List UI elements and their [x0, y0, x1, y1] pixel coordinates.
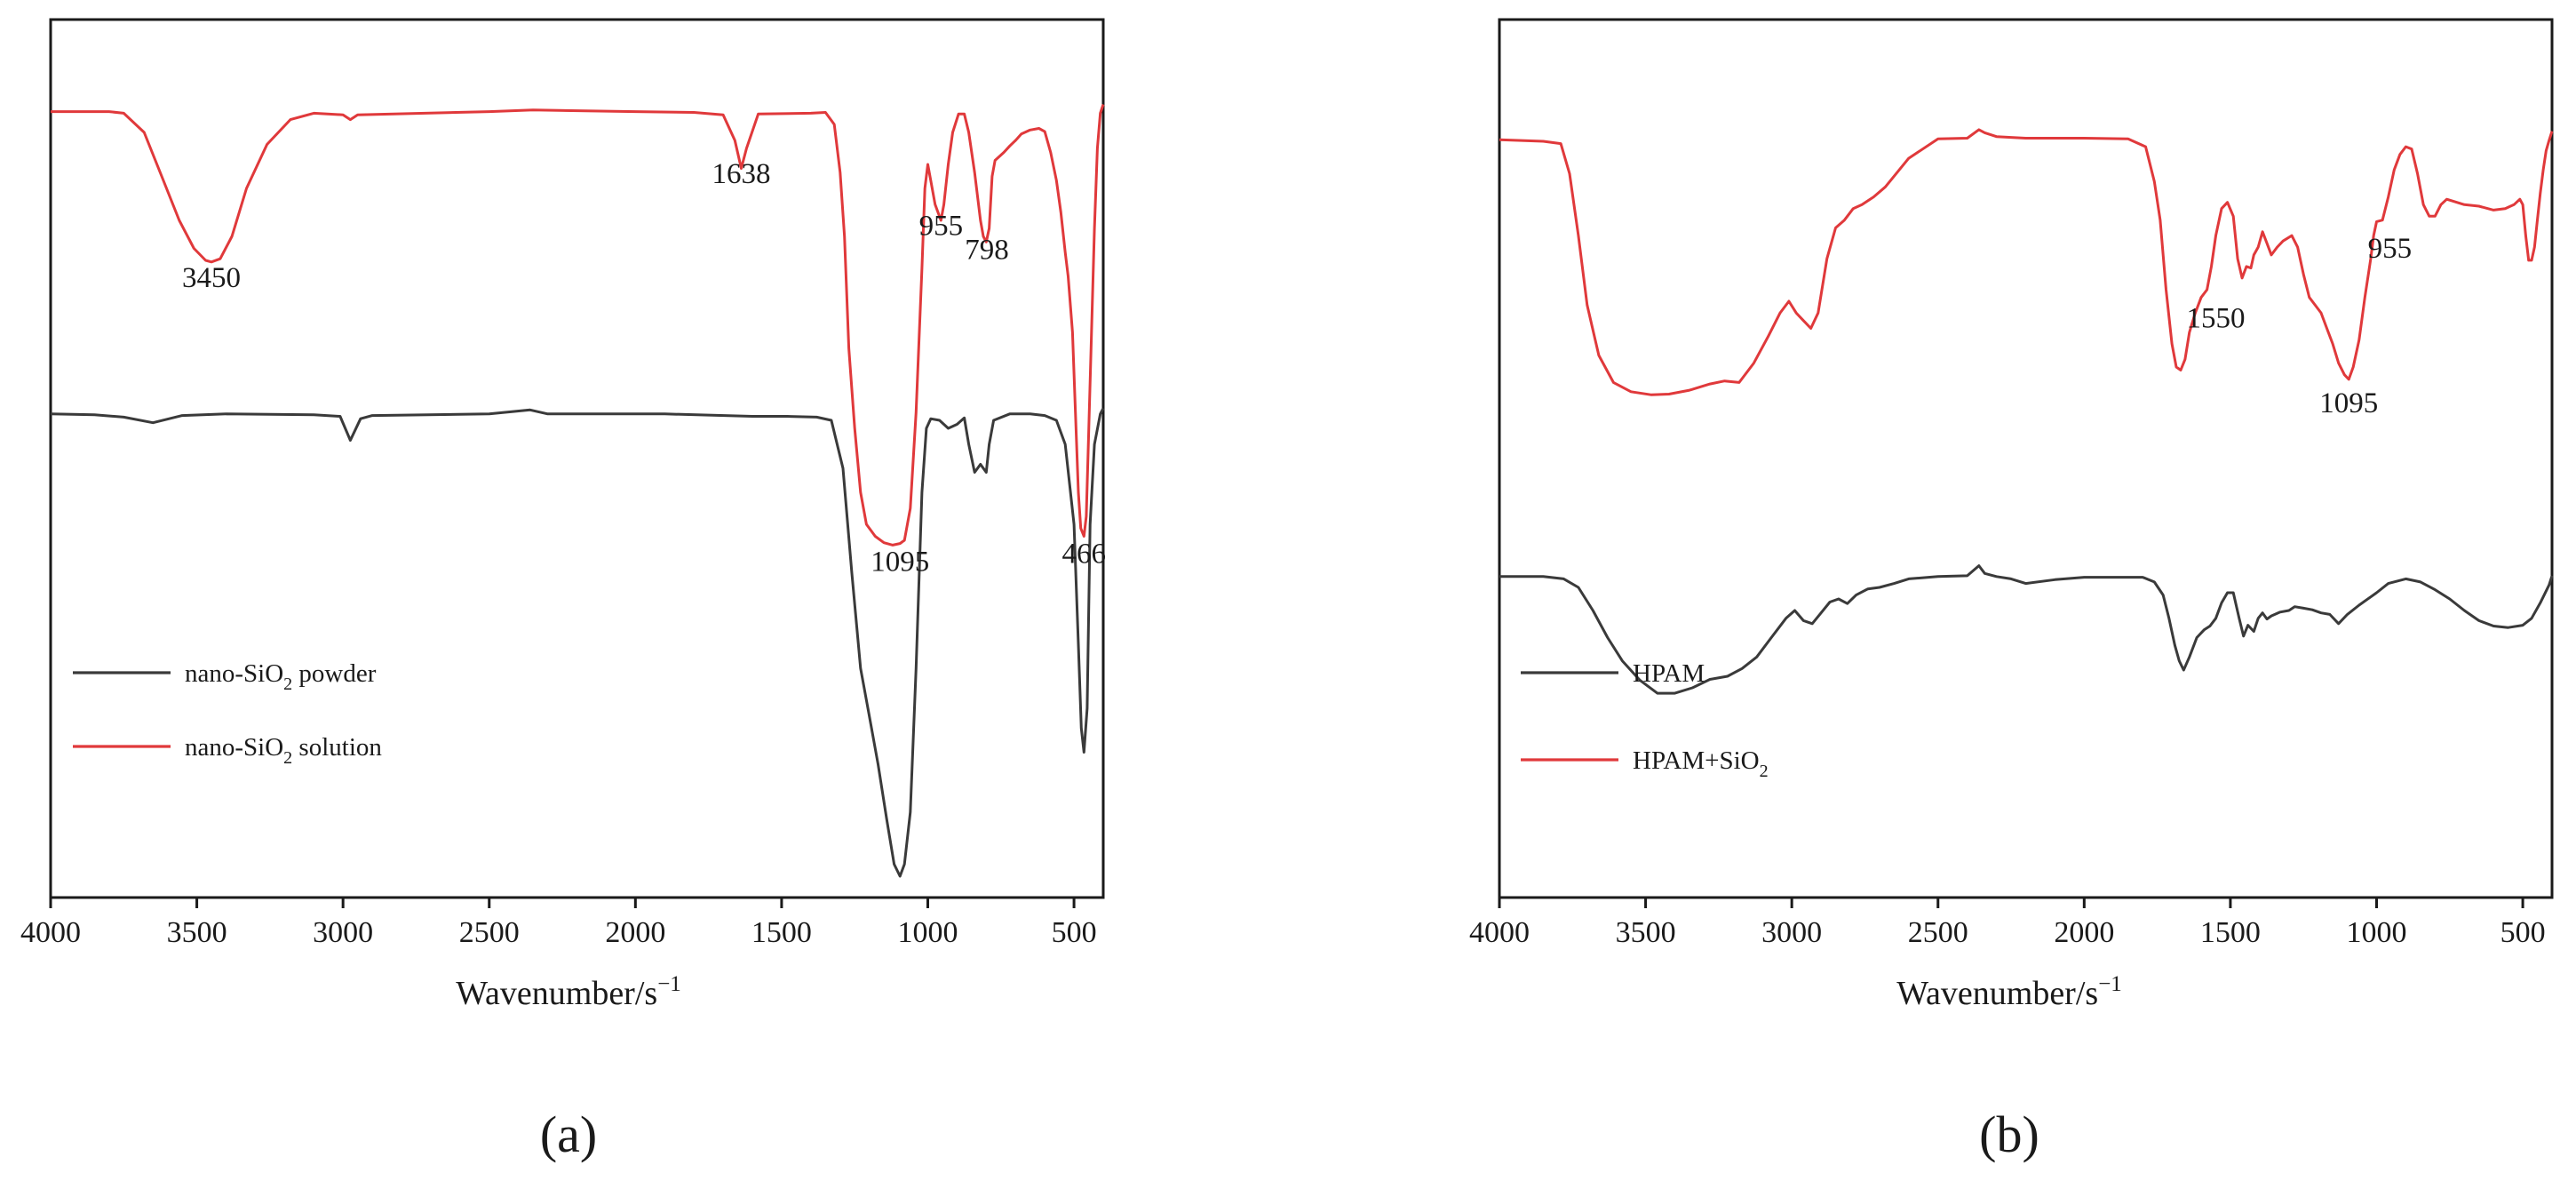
peak-label-1095: 1095	[2319, 387, 2378, 419]
peak-label-1638: 1638	[712, 158, 770, 190]
panel-a-plot-area	[50, 104, 1105, 878]
panel-a: 4000 3500 3000 2500 2000 1500 1000 500 3450 1638…	[20, 18, 1106, 1163]
x-tick-label-500: 500	[1052, 916, 1097, 949]
hpam-sio2-spectrum-line	[1499, 128, 2554, 396]
panel-b: 4000 3500 3000 2500 2000 1500 1000 500 15509551…	[1469, 18, 2554, 1163]
peak-label-955: 955	[919, 211, 964, 243]
x-tick-label-3500: 3500	[167, 916, 227, 949]
peak-label-1095: 1095	[871, 547, 929, 579]
x-tick-label-4000: 4000	[1469, 916, 1530, 949]
legend-label-hpam: HPAM	[1633, 659, 1705, 688]
panel-a-legend: nano-SiO2 powder nano-SiO2 solution	[73, 659, 382, 768]
panel-a-x-axis-title: Wavenumber/s−1	[456, 972, 681, 1012]
x-tick-label-2000: 2000	[605, 916, 665, 949]
panel-a-x-tick-labels: 4000 3500 3000 2500 2000 1500 1000 500	[20, 916, 1097, 949]
x-tick-label-4000: 4000	[20, 916, 81, 949]
panel-b-label: (b)	[1979, 1105, 2039, 1163]
peak-label-955: 955	[2368, 233, 2413, 265]
panel-b-peak-annotations: 1550 955 1095	[2186, 233, 2412, 419]
x-tick-label-2500: 2500	[459, 916, 520, 949]
panel-a-label: (a)	[540, 1105, 597, 1163]
panel-b-plot-area	[1499, 128, 2554, 695]
panel-b-x-ticks	[1498, 898, 2524, 908]
panel-b-x-axis-title: Wavenumber/s−1	[1896, 972, 2122, 1012]
peak-label-466: 466	[1062, 539, 1107, 571]
legend-label-powder: nano-SiO2 powder	[185, 659, 377, 694]
panel-b-x-tick-labels: 4000 3500 3000 2500 2000 1500 1000 500	[1469, 916, 2546, 949]
legend-label-hpam-sio2: HPAM+SiO2	[1633, 746, 1769, 781]
legend-label-solution: nano-SiO2 solution	[185, 733, 382, 768]
x-tick-label-3500: 3500	[1616, 916, 1676, 949]
panel-b-frame	[1498, 18, 2554, 899]
peak-label-3450: 3450	[182, 262, 241, 294]
powder-spectrum-line	[50, 407, 1105, 878]
x-tick-label-1000: 1000	[2347, 916, 2407, 949]
x-tick-label-1500: 1500	[2200, 916, 2261, 949]
hpam-spectrum-line	[1499, 564, 2554, 695]
panel-a-frame	[49, 18, 1105, 899]
x-tick-label-500: 500	[2500, 916, 2546, 949]
x-tick-label-2000: 2000	[2054, 916, 2114, 949]
x-tick-label-1000: 1000	[898, 916, 958, 949]
solution-spectrum-line	[51, 104, 1105, 547]
x-tick-label-1500: 1500	[751, 916, 812, 949]
peak-label-798: 798	[965, 235, 1009, 267]
x-tick-label-3000: 3000	[1761, 916, 1822, 949]
x-tick-label-2500: 2500	[1908, 916, 1968, 949]
panel-b-legend: HPAM HPAM+SiO2	[1521, 659, 1769, 781]
panel-a-x-ticks	[49, 898, 1076, 908]
peak-label-1550: 1550	[2186, 302, 2245, 334]
x-tick-label-3000: 3000	[313, 916, 373, 949]
